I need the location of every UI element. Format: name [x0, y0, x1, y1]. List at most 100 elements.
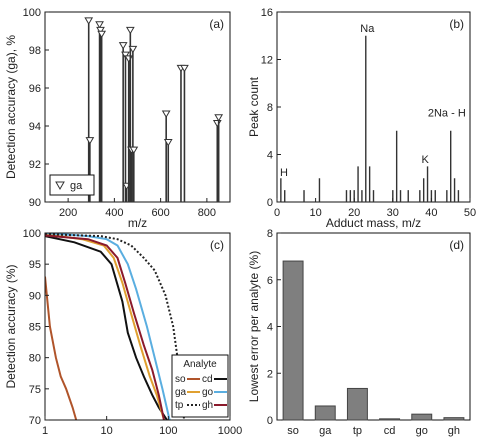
data-point-marker — [128, 45, 138, 54]
x-tick-label: 200 — [59, 207, 77, 219]
data-point-marker — [118, 42, 128, 50]
x-tick-label: 0 — [274, 207, 280, 219]
legend: Analyte so cd ga go tp gh — [171, 354, 229, 418]
legend-entry-label: ga — [175, 387, 187, 398]
bar-ga — [314, 405, 336, 421]
data-point-marker — [121, 51, 130, 60]
y-tick-label: 98 — [29, 45, 41, 57]
y-tick-label: 0 — [267, 197, 273, 209]
x-tick-label: 30 — [387, 207, 399, 219]
bar-tp — [346, 387, 368, 421]
bar-so — [282, 260, 304, 421]
x-axis-label: m/z — [128, 216, 147, 230]
y-tick-label: 0 — [267, 415, 273, 427]
legend-entry-label: tp — [175, 400, 184, 411]
legend-entry-label: ga — [70, 180, 83, 192]
x-tick-label: 10 — [101, 425, 113, 437]
x-tick-label: 40 — [425, 207, 437, 219]
x-tick-label: 1000 — [218, 425, 242, 437]
legend-entry-label: so — [175, 374, 186, 385]
legend-entry-label: go — [202, 387, 214, 398]
y-tick-label: 100 — [23, 7, 41, 19]
x-tick-label: 50 — [464, 207, 476, 219]
series-line-cd — [45, 235, 168, 420]
y-tick-label: 94 — [29, 121, 41, 133]
peak-annotation: 2Na - H — [428, 108, 466, 120]
x-tick-label: 10 — [309, 207, 321, 219]
peak-annotation: Na — [360, 23, 375, 35]
x-tick-label: 1 — [42, 425, 48, 437]
legend: ga — [49, 174, 95, 196]
panel-label: (a) — [209, 17, 224, 31]
legend-box — [171, 354, 229, 418]
y-tick-label: 90 — [29, 197, 41, 209]
y-tick-label: 8 — [267, 228, 273, 240]
x-axis-label: Adduct mass, m/z — [326, 216, 421, 230]
y-tick-label: 96 — [29, 83, 41, 95]
x-tick-label: 600 — [151, 207, 169, 219]
series-line-so — [45, 276, 78, 420]
bar-gh — [443, 417, 465, 421]
x-tick-label: cd — [384, 425, 396, 437]
x-tick-label: ga — [319, 425, 332, 437]
legend-entry-label: cd — [202, 374, 213, 385]
data-point-marker — [214, 114, 224, 122]
y-tick-label: 70 — [29, 415, 41, 427]
panel-label: (d) — [449, 238, 464, 252]
legend-entry-label: gh — [202, 400, 213, 411]
x-tick-label: so — [287, 425, 299, 437]
y-tick-label: 90 — [29, 290, 41, 302]
data-point-marker — [96, 26, 105, 35]
series-line-tp — [45, 233, 186, 420]
y-tick-label: 4 — [267, 322, 273, 334]
panel-label: (b) — [449, 17, 464, 31]
y-tick-label: 92 — [29, 159, 41, 171]
x-tick-label: gh — [448, 425, 460, 437]
series-line-go — [45, 233, 171, 420]
y-tick-label: 8 — [267, 102, 273, 114]
bar-cd — [379, 418, 401, 421]
y-tick-label: 85 — [29, 322, 41, 334]
x-tick-label: go — [416, 425, 428, 437]
data-point-marker — [85, 137, 95, 145]
panel-label: (c) — [210, 238, 224, 252]
y-axis-label: Peak count — [247, 76, 261, 137]
plot-frame — [44, 11, 231, 203]
data-point-marker — [84, 17, 94, 25]
x-tick-label: tp — [353, 425, 362, 437]
x-tick-label: 20 — [348, 207, 360, 219]
y-tick-label: 16 — [261, 7, 273, 19]
y-axis-label: Detection accuracy (%) — [4, 264, 18, 388]
panel-b-adduct-peak-count: H Na K 2Na - H 0 4 8 12 16 0 10 20 30 40 50 Peak count A… — [247, 7, 476, 230]
bar-go — [411, 413, 433, 421]
data-point-marker — [212, 120, 222, 128]
panel-c-accuracy-curves: 70 75 80 85 90 95 100 1 10 100 1000 Detection accur… — [4, 228, 242, 437]
data-point-marker — [180, 64, 189, 73]
legend-marker-icon — [55, 181, 65, 191]
y-tick-label: 95 — [29, 259, 41, 271]
data-point-marker — [125, 26, 135, 35]
data-point-marker — [129, 146, 139, 155]
y-tick-label: 12 — [261, 55, 273, 67]
x-tick-label: 800 — [198, 207, 216, 219]
y-tick-label: 100 — [23, 228, 41, 240]
x-tick-label: 400 — [105, 207, 123, 219]
y-tick-label: 2 — [267, 368, 273, 380]
x-tick-label: 100 — [159, 425, 177, 437]
curve-group — [45, 233, 186, 420]
data-point-marker — [163, 139, 173, 147]
series-line-gh — [45, 234, 165, 420]
y-axis-label: Detection accuracy (ga), % — [4, 35, 18, 179]
series-line-ga — [45, 233, 165, 420]
panel-a-accuracy-vs-mz: 90 92 94 96 98 100 200 400 600 800 Detection accur… — [4, 7, 231, 230]
peak-annotation: H — [280, 167, 288, 179]
y-tick-label: 6 — [267, 275, 273, 287]
legend-box — [49, 174, 95, 196]
legend-title: Analyte — [183, 359, 217, 370]
y-tick-label: 75 — [29, 384, 41, 396]
peak-annotation: K — [422, 154, 430, 166]
panel-d-lowest-error-bars: so ga tp cd go gh 0 2 4 6 8 Lowest error per analyt… — [247, 228, 471, 437]
y-tick-label: 80 — [29, 353, 41, 365]
plot-frame — [276, 232, 471, 421]
